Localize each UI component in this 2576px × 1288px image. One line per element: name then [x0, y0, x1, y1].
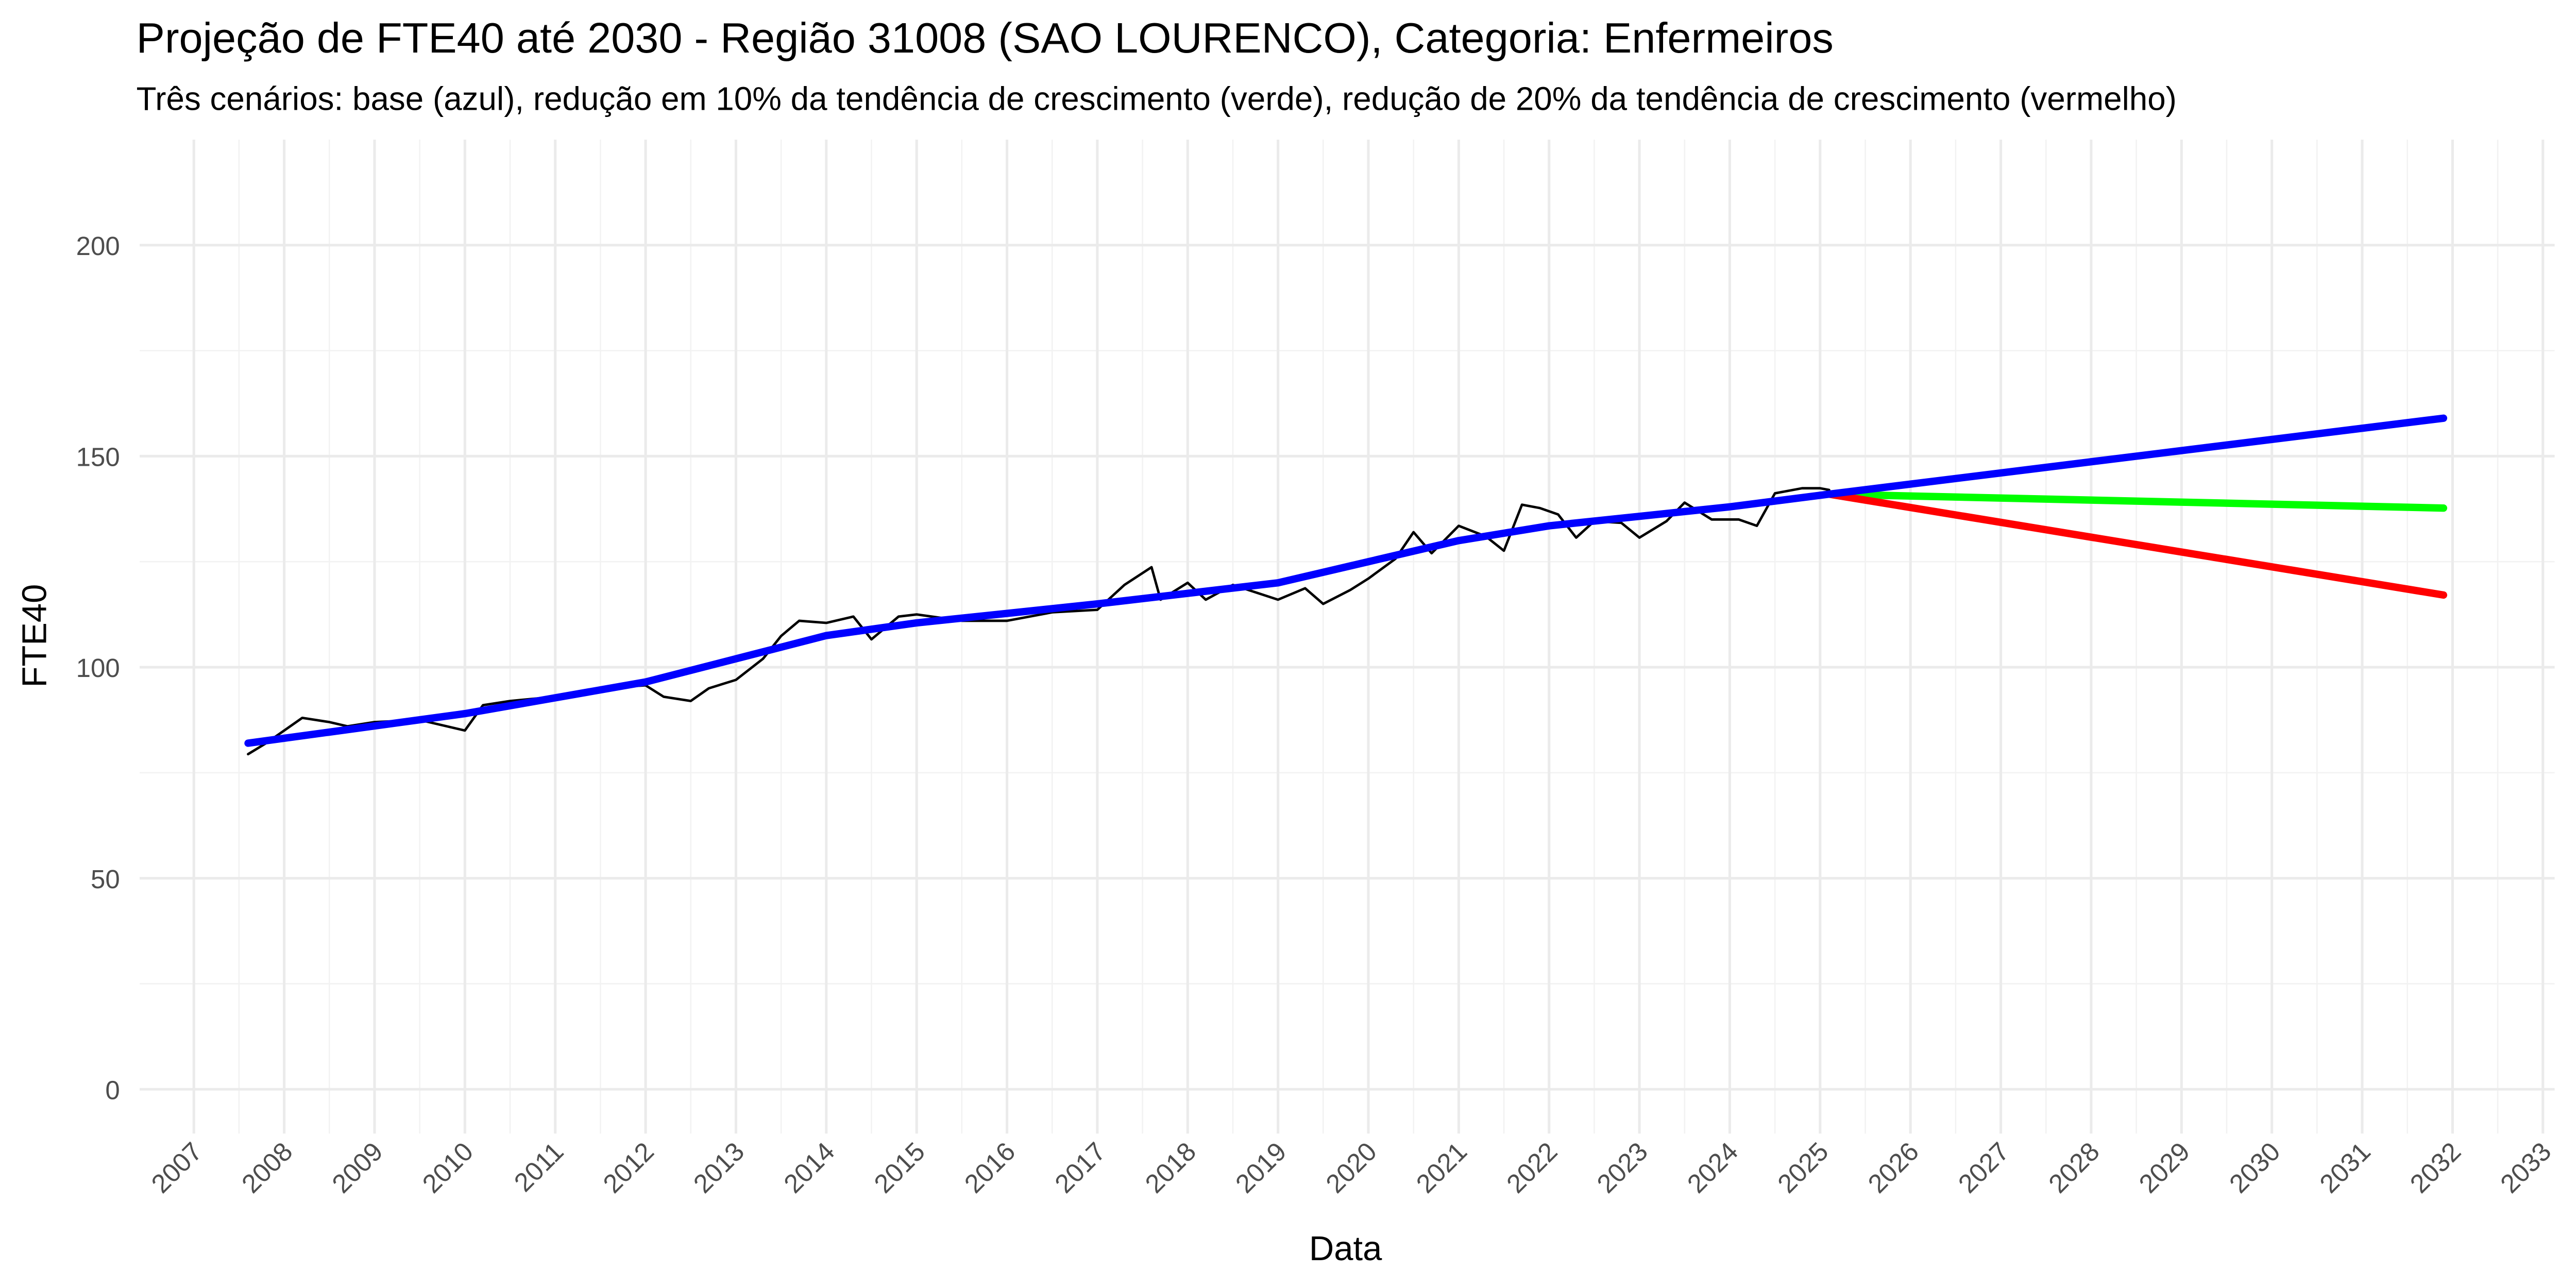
plot-area — [244, 414, 2448, 756]
x-tick-label: 2013 — [688, 1137, 750, 1199]
x-tick-label: 2011 — [509, 1137, 569, 1197]
x-tick-label: 2016 — [959, 1137, 1021, 1199]
x-tick-label: 2026 — [1862, 1137, 1925, 1199]
x-tick-label: 2025 — [1772, 1137, 1834, 1199]
x-axis-title: Data — [1309, 1229, 1382, 1268]
x-tick-label: 2028 — [2043, 1137, 2105, 1199]
x-tick-label: 2031 — [2314, 1137, 2376, 1199]
x-tick-label: 2032 — [2404, 1137, 2467, 1199]
x-tick-label: 2027 — [1953, 1137, 2015, 1199]
y-tick-label: 50 — [91, 865, 120, 894]
x-tick-label: 2021 — [1411, 1137, 1473, 1199]
x-tick-label: 2022 — [1501, 1137, 1563, 1199]
x-tick-label: 2023 — [1591, 1137, 1653, 1199]
x-tick-label: 2033 — [2495, 1137, 2557, 1199]
chart-subtitle: Três cenários: base (azul), redução em 1… — [137, 80, 2177, 117]
x-tick-label: 2030 — [2224, 1137, 2286, 1199]
series-line — [1825, 490, 2448, 512]
y-tick-label: 200 — [76, 231, 120, 261]
series-line — [244, 414, 2448, 747]
x-tick-label: 2019 — [1230, 1137, 1292, 1199]
y-tick-label: 100 — [76, 653, 120, 683]
y-tick-label: 0 — [105, 1075, 120, 1105]
x-tick-label: 2008 — [236, 1137, 298, 1199]
x-tick-label: 2017 — [1049, 1137, 1111, 1199]
chart-title: Projeção de FTE40 até 2030 - Região 3100… — [137, 14, 1834, 62]
grid — [140, 140, 2555, 1134]
y-axis-title: FTE40 — [15, 584, 54, 688]
x-tick-label: 2024 — [1682, 1137, 1744, 1199]
x-tick-label: 2018 — [1140, 1137, 1202, 1199]
x-tick-label: 2015 — [869, 1137, 931, 1199]
series-line — [247, 487, 1831, 756]
x-tick-label: 2014 — [778, 1137, 840, 1199]
series-line — [1825, 490, 2448, 599]
x-tick-label: 2009 — [326, 1137, 388, 1199]
x-tick-label: 2010 — [417, 1137, 479, 1199]
x-tick-label: 2020 — [1320, 1137, 1382, 1199]
x-tick-label: 2007 — [146, 1137, 208, 1199]
y-tick-label: 150 — [76, 443, 120, 472]
x-tick-label: 2012 — [597, 1137, 659, 1199]
x-tick-label: 2029 — [2133, 1137, 2196, 1199]
